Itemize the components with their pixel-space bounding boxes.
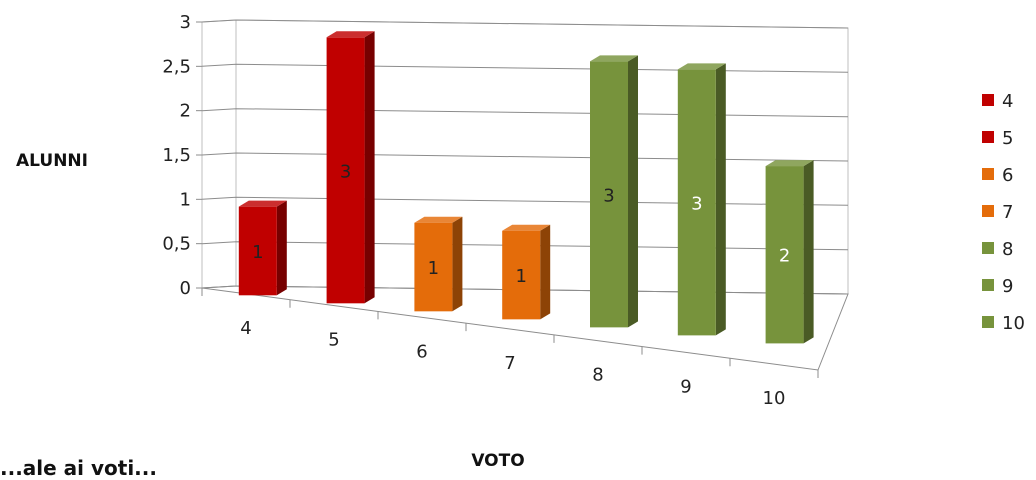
y-tick-label: 1 xyxy=(180,189,191,210)
bar-top xyxy=(414,216,463,223)
legend-label: 9 xyxy=(1002,276,1013,297)
x-tick-label: 7 xyxy=(504,353,515,374)
bar-front xyxy=(502,230,541,320)
x-tick-label: 5 xyxy=(328,330,339,351)
legend-label: 4 xyxy=(1002,91,1013,112)
y-tick-label: 1,5 xyxy=(162,145,191,166)
data-label: 1 xyxy=(428,258,439,279)
bar-front xyxy=(238,206,277,296)
gridline xyxy=(201,63,849,73)
gridlines xyxy=(196,19,849,295)
legend-item: 4 xyxy=(982,91,1013,112)
legend-item: 5 xyxy=(982,128,1013,149)
data-label: 1 xyxy=(515,266,526,287)
bar-front xyxy=(590,61,628,328)
x-tick-label: 10 xyxy=(763,388,786,409)
legend-item: 9 xyxy=(982,276,1013,297)
gridline xyxy=(201,152,849,162)
bar-top xyxy=(590,55,638,62)
data-label: 2 xyxy=(779,246,790,267)
legend-label: 5 xyxy=(1002,128,1013,149)
bar-10: 2 xyxy=(765,160,814,344)
bar-side xyxy=(276,200,287,296)
data-label: 3 xyxy=(603,185,614,206)
y-tick-label: 0,5 xyxy=(162,234,191,255)
x-axis-title: VOTO xyxy=(471,451,524,471)
y-tick-label: 0 xyxy=(180,278,191,299)
bar-side xyxy=(803,160,814,344)
legend-swatch xyxy=(982,94,994,106)
gridline xyxy=(201,19,849,29)
legend-item: 8 xyxy=(982,239,1013,260)
legend-label: 7 xyxy=(1002,202,1013,223)
y-tick-label: 2 xyxy=(180,101,191,122)
x-tick-label: 4 xyxy=(240,318,251,339)
y-axis-ticks: 0 0,5 1 1,5 2 2,5 3 xyxy=(162,12,191,299)
bar-top xyxy=(238,200,287,207)
gridline xyxy=(201,241,849,251)
bar-front xyxy=(677,69,716,336)
legend-swatch xyxy=(982,242,994,254)
legend-swatch xyxy=(982,131,994,143)
bar-5: 3 xyxy=(326,31,375,304)
legend-item: 10 xyxy=(982,313,1025,334)
y-tick-label: 3 xyxy=(180,12,191,33)
bar-6: 1 xyxy=(414,216,463,312)
legend-label: 6 xyxy=(1002,165,1013,186)
bar-side xyxy=(628,55,638,328)
bar-side xyxy=(540,224,551,320)
bars: 1 3 1 1 3 3 2 xyxy=(238,31,814,344)
gridline xyxy=(201,196,849,206)
gridline xyxy=(201,108,849,118)
legend-swatch xyxy=(982,316,994,328)
data-label: 3 xyxy=(691,193,702,214)
bar-top xyxy=(502,224,551,231)
partial-caption-text: ...ale ai voti... xyxy=(0,456,157,480)
legend-label: 10 xyxy=(1002,313,1025,334)
legend-swatch xyxy=(982,168,994,180)
bar-9: 3 xyxy=(677,63,726,336)
bar-side xyxy=(715,63,726,336)
y-axis-title: ALUNNI xyxy=(16,151,88,171)
data-label: 1 xyxy=(252,242,263,263)
data-label: 3 xyxy=(340,161,351,182)
legend-swatch xyxy=(982,205,994,217)
x-tick-label: 6 xyxy=(416,341,427,362)
bar-side xyxy=(364,31,375,304)
legend-item: 6 xyxy=(982,165,1013,186)
bar-top xyxy=(326,31,375,38)
legend-label: 8 xyxy=(1002,239,1013,260)
x-tick-label: 9 xyxy=(680,376,691,397)
bar-front xyxy=(326,37,365,304)
legend-item: 7 xyxy=(982,202,1013,223)
bar-7: 1 xyxy=(502,224,551,320)
x-axis-ticks: 4 5 6 7 8 9 10 xyxy=(201,288,819,409)
gridline xyxy=(201,285,849,295)
y-tick-label: 2,5 xyxy=(162,56,191,77)
bar-front xyxy=(414,222,453,312)
bar-front xyxy=(765,166,804,344)
bar-top xyxy=(677,63,726,70)
bar-4: 1 xyxy=(238,200,287,296)
x-tick-label: 8 xyxy=(592,365,603,386)
legend: 4 5 6 7 8 9 10 xyxy=(982,91,1025,334)
bar-side xyxy=(452,216,463,312)
legend-swatch xyxy=(982,279,994,291)
bar-top xyxy=(765,160,814,167)
bar-8: 3 xyxy=(590,55,638,328)
